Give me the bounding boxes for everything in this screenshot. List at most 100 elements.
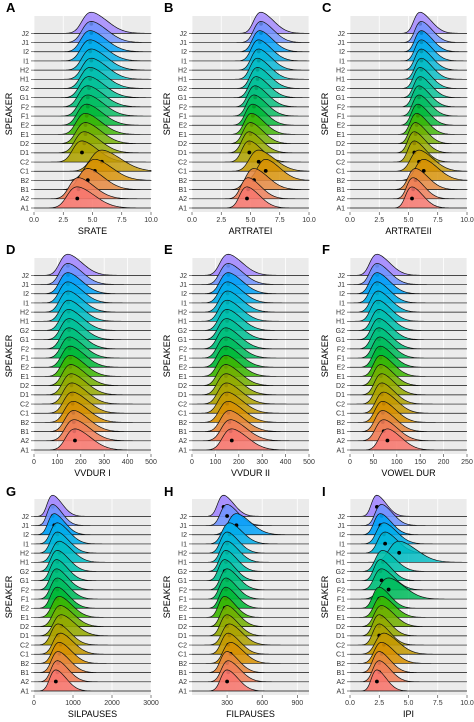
x-tick-label: 400 [280, 459, 292, 466]
ridge-a1 [34, 186, 151, 209]
y-tick-label: C2 [336, 401, 345, 408]
ridge-a1 [192, 669, 309, 692]
ridge-c1 [192, 149, 310, 172]
ridge-a2 [34, 177, 151, 200]
y-tick-label: I1 [23, 58, 29, 65]
y-tick-label: I2 [181, 49, 187, 56]
ridge-i1 [350, 39, 468, 62]
y-tick-label: F1 [21, 113, 29, 120]
ridge-a1 [192, 186, 309, 209]
ridge-j2 [350, 11, 467, 34]
mean-point-j1 [225, 514, 230, 518]
y-tick-label: F2 [179, 104, 187, 111]
ridge-g2 [350, 67, 468, 89]
x-tick-label: 0 [348, 459, 352, 466]
y-tick-label: D1 [178, 633, 187, 640]
x-tick-label: 10.0 [460, 700, 474, 707]
y-tick-label: C1 [336, 411, 345, 418]
y-tick-label: J2 [22, 31, 30, 38]
ridge-j2 [33, 494, 151, 517]
x-tick-label: 2000 [104, 700, 120, 707]
x-tick-label: 2.5 [216, 217, 226, 224]
mean-point-c2 [80, 150, 84, 155]
panel-i: I A1 A2 B1 B2 C1 C2 D1 D2 E1 E2 F1 F2 G1 G2 H1 H2 I1 I2 J1 J… [320, 484, 474, 719]
y-tick-label: G2 [20, 569, 29, 576]
ridge-d2 [34, 122, 152, 145]
y-tick-label: H2 [178, 68, 187, 75]
y-tick-label: H1 [178, 319, 187, 326]
y-tick-label: G1 [336, 95, 345, 102]
y-tick-label: F1 [337, 596, 345, 603]
y-tick-label: A1 [20, 447, 29, 454]
ridge-h1 [350, 57, 467, 80]
y-tick-label: J1 [180, 282, 188, 289]
x-tick-label: 5.0 [246, 217, 256, 224]
ridge-i2 [192, 30, 310, 53]
y-tick-label: C1 [178, 411, 187, 418]
x-tick-label: 900 [291, 700, 303, 707]
y-axis-title: SPEAKER [4, 92, 14, 135]
y-axis-title: SPEAKER [4, 575, 14, 618]
y-tick-label: B1 [20, 429, 29, 436]
x-axis-title: SRATE [78, 226, 107, 236]
y-tick-label: D2 [178, 383, 187, 390]
ridge-a1 [192, 428, 309, 451]
y-tick-label: G1 [336, 578, 345, 585]
y-tick-label: C1 [336, 652, 345, 659]
ridge-e1 [350, 113, 467, 135]
mean-point-c2 [247, 150, 252, 155]
x-tick-label: 5.0 [404, 217, 414, 224]
mean-point-a1 [375, 679, 379, 684]
y-tick-label: J1 [22, 523, 30, 530]
ridge-d1 [350, 131, 467, 154]
y-tick-label: I1 [339, 58, 345, 65]
y-tick-label: J2 [338, 31, 346, 38]
mean-point-c1 [256, 159, 261, 164]
y-tick-label: E1 [336, 132, 345, 139]
panel-d: D A1 A2 B1 B2 C1 C2 D1 D2 E1 E2 F1 F2 G1 G2 H1 H2 I1 I2 J1 J… [4, 242, 157, 478]
y-tick-label: H2 [336, 310, 345, 317]
y-tick-label: H2 [178, 551, 187, 558]
panel-letter: A [6, 0, 16, 15]
y-tick-label: F2 [21, 104, 29, 111]
y-tick-label: I2 [181, 291, 187, 298]
y-tick-label: E1 [178, 615, 187, 622]
y-tick-label: C2 [336, 159, 345, 166]
y-tick-label: B2 [336, 661, 345, 668]
x-tick-label: 5.0 [88, 217, 98, 224]
y-tick-label: D2 [20, 624, 29, 631]
y-tick-label: A2 [178, 438, 187, 445]
y-tick-label: C2 [178, 401, 187, 408]
y-tick-label: D1 [178, 392, 187, 399]
x-tick-label: 2.5 [374, 700, 384, 707]
mean-point-a1 [245, 196, 249, 201]
ridge-a2 [192, 419, 309, 442]
ridge-c2 [350, 140, 467, 163]
y-tick-label: D2 [20, 141, 29, 148]
x-tick-label: 200 [438, 459, 450, 466]
y-tick-label: G1 [178, 95, 187, 102]
y-tick-label: E2 [178, 365, 187, 372]
y-axis-title: SPEAKER [162, 334, 172, 377]
y-tick-label: C1 [336, 169, 345, 176]
y-tick-label: C2 [336, 642, 345, 649]
y-tick-label: B2 [20, 420, 29, 427]
y-tick-label: F1 [179, 355, 187, 362]
mean-point-a1 [410, 196, 414, 201]
y-tick-label: E2 [336, 365, 345, 372]
y-tick-label: G2 [20, 328, 29, 335]
panel-g: G A1 A2 B1 B2 C1 C2 D1 D2 E1 E2 F1 F2 G1 G2 H1 H2 I1 I2 J1 J… [4, 484, 159, 719]
y-tick-label: G2 [178, 569, 187, 576]
y-tick-label: F2 [337, 587, 345, 594]
y-axis-title: SPEAKER [320, 334, 330, 377]
y-tick-label: B1 [336, 670, 345, 677]
x-tick-label: 200 [233, 459, 245, 466]
y-tick-label: D1 [178, 150, 187, 157]
y-tick-label: E2 [20, 606, 29, 613]
y-axis-title: SPEAKER [4, 334, 14, 377]
y-tick-label: E2 [20, 123, 29, 130]
panel-letter: E [164, 242, 173, 257]
panel-e: E A1 A2 B1 B2 C1 C2 D1 D2 E1 E2 F1 F2 G1 G2 H1 H2 I1 I2 J1 J… [162, 242, 315, 478]
panel-a: A A1 A2 B1 B2 C1 C2 D1 D2 E1 E2 F1 F2 G1 G2 H1 H2 I1 I2 J1 J… [4, 0, 158, 236]
ridge-g1 [192, 76, 310, 99]
